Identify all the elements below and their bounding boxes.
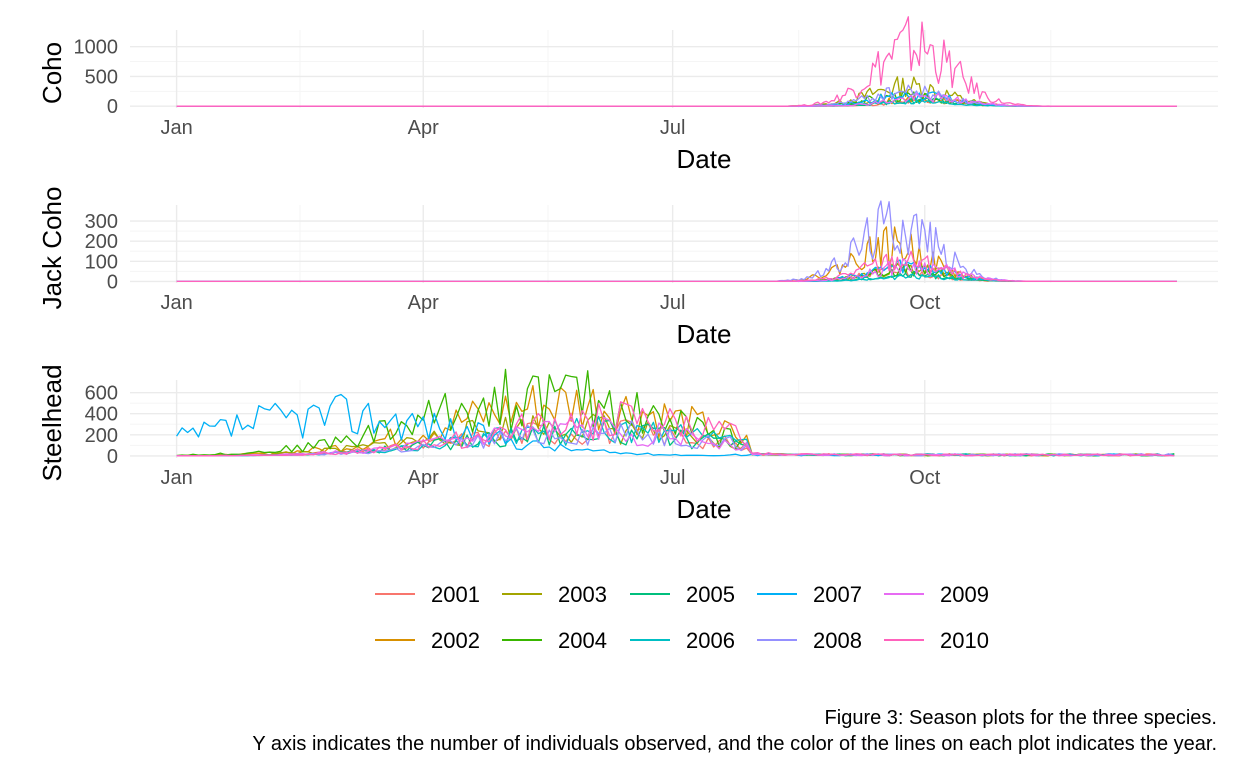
legend-item-2007: 2007 — [757, 582, 862, 607]
series-line-2002 — [176, 95, 1177, 107]
legend-item-2008: 2008 — [757, 628, 862, 653]
y-axis-title: Steelhead — [37, 364, 67, 481]
series-line-2007 — [176, 259, 1177, 283]
legend-label: 2007 — [813, 582, 862, 607]
y-tick-label: 0 — [107, 96, 118, 118]
series-line-2001 — [176, 267, 1177, 283]
series-line-2010 — [176, 16, 1177, 107]
legend-label: 2002 — [431, 628, 480, 653]
legend-label: 2010 — [940, 628, 989, 653]
y-tick-label: 100 — [85, 251, 118, 273]
y-tick-label: 0 — [107, 446, 118, 468]
y-tick-label: 1000 — [74, 37, 119, 59]
series-line-2004 — [176, 263, 1177, 283]
series-line-2004 — [176, 90, 1177, 107]
x-axis-title: Date — [677, 494, 732, 524]
x-tick-label: Jul — [660, 467, 686, 489]
legend-item-2005: 2005 — [630, 582, 735, 607]
legend-item-2004: 2004 — [502, 628, 607, 653]
x-tick-label: Jan — [160, 467, 192, 489]
x-axis-title: Date — [677, 144, 732, 174]
legend-item-2003: 2003 — [502, 582, 607, 607]
series-line-2007 — [176, 91, 1177, 107]
y-tick-label: 500 — [85, 66, 118, 88]
legend-item-2009: 2009 — [884, 582, 989, 607]
legend-label: 2006 — [686, 628, 735, 653]
series-line-2008 — [176, 84, 1177, 107]
series-line-2002 — [176, 226, 1177, 283]
legend: 2001 2002 2003 2004 2005 2006 2007 2008 2009 2010 — [375, 582, 989, 653]
series-line-2007 — [176, 393, 1175, 457]
series-line-2009 — [176, 92, 1177, 107]
y-tick-label: 200 — [85, 231, 118, 253]
legend-label: 2004 — [558, 628, 607, 653]
series-line-2010 — [176, 401, 1175, 457]
y-tick-label: 0 — [107, 271, 118, 293]
x-tick-label: Jan — [160, 117, 192, 139]
x-tick-label: Jul — [660, 292, 686, 314]
x-tick-label: Jan — [160, 292, 192, 314]
legend-label: 2005 — [686, 582, 735, 607]
legend-label: 2003 — [558, 582, 607, 607]
series-line-2005 — [176, 270, 1177, 283]
legend-item-2006: 2006 — [630, 628, 735, 653]
series-line-2003 — [176, 262, 1177, 283]
caption-line-2: Y axis indicates the number of individua… — [252, 733, 1217, 755]
series-line-2010 — [176, 250, 1177, 283]
x-tick-label: Jul — [660, 117, 686, 139]
x-axis-title: Date — [677, 319, 732, 349]
x-tick-label: Apr — [408, 117, 439, 139]
x-tick-label: Oct — [909, 467, 941, 489]
legend-label: 2009 — [940, 582, 989, 607]
y-tick-label: 600 — [85, 383, 118, 405]
x-tick-label: Oct — [909, 117, 941, 139]
y-tick-label: 200 — [85, 425, 118, 447]
legend-item-2010: 2010 — [884, 628, 989, 653]
y-axis-title: Coho — [37, 42, 67, 104]
legend-label: 2008 — [813, 628, 862, 653]
y-tick-label: 300 — [85, 211, 118, 233]
x-tick-label: Apr — [408, 467, 439, 489]
legend-item-2001: 2001 — [375, 582, 480, 607]
x-tick-label: Oct — [909, 292, 941, 314]
x-tick-label: Apr — [408, 292, 439, 314]
legend-item-2002: 2002 — [375, 628, 480, 653]
y-tick-label: 400 — [85, 404, 118, 426]
y-axis-title: Jack Coho — [37, 187, 67, 310]
legend-label: 2001 — [431, 582, 480, 607]
series-line-2006 — [176, 273, 1177, 283]
caption-line-1: Figure 3: Season plots for the three spe… — [825, 707, 1217, 729]
panel-coho: 0 500 1000 Jan Apr Jul Oct Date Coho — [37, 16, 1218, 174]
